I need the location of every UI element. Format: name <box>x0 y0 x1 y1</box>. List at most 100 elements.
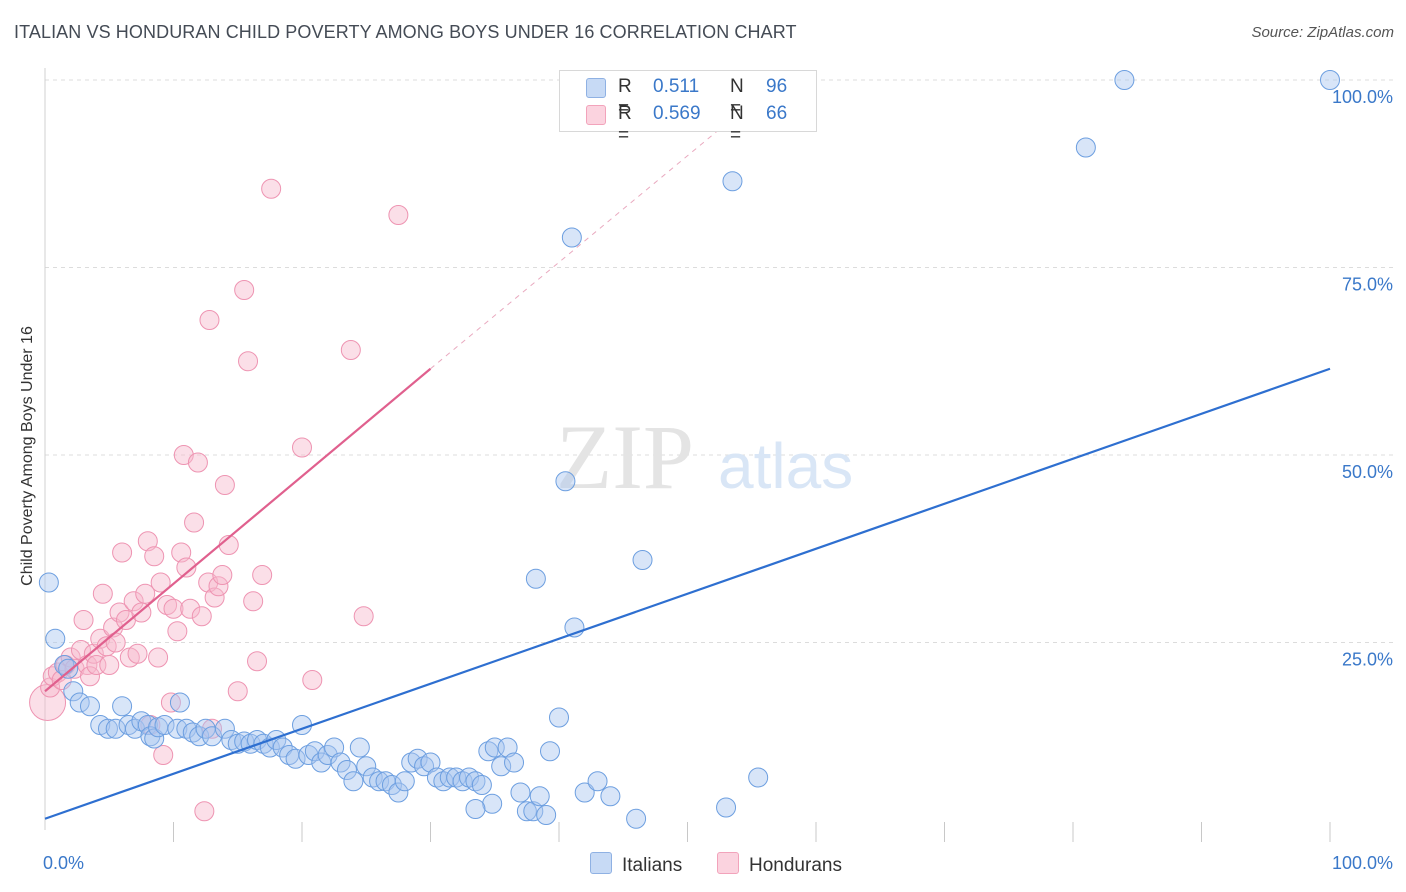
honduran-point <box>252 565 273 585</box>
honduran-point <box>243 591 264 612</box>
honduran-point <box>261 178 282 199</box>
honduran-point <box>148 647 169 668</box>
correlation-legend: R = 0.511 N = 96 R = 0.569 N = 66 <box>559 70 817 146</box>
y-tick-label: 100.0% <box>1332 87 1393 107</box>
honduran-point <box>212 565 233 585</box>
bottom-legend-label-italians: Italians <box>622 855 683 876</box>
italians-trend-line <box>44 367 1331 820</box>
italian-point <box>1320 70 1340 90</box>
italian-point <box>349 737 370 758</box>
italian-point <box>600 786 621 807</box>
chart-title: ITALIAN VS HONDURAN CHILD POVERTY AMONG … <box>14 22 797 42</box>
italian-point <box>510 782 531 803</box>
honduran-point <box>191 606 212 627</box>
legend-r-value: 0.569 <box>653 103 701 124</box>
hondurans-trend-extension <box>430 102 753 370</box>
honduran-point <box>135 583 156 604</box>
italian-point <box>112 696 133 717</box>
honduran-point <box>302 670 323 690</box>
y-tick-label: 75.0% <box>1342 275 1393 295</box>
honduran-point <box>353 606 374 627</box>
italian-point <box>356 756 377 777</box>
italian-point <box>362 767 383 788</box>
honduran-point <box>160 692 181 713</box>
honduran-point <box>105 632 126 653</box>
honduran-point <box>187 452 208 473</box>
italian-point <box>1075 137 1096 158</box>
italian-point <box>69 692 90 713</box>
honduran-point <box>167 621 188 642</box>
italian-point <box>58 658 79 679</box>
italian-point <box>555 471 576 492</box>
italian-point <box>63 681 84 702</box>
honduran-point <box>153 745 174 765</box>
honduran-point <box>99 655 120 675</box>
honduran-point <box>73 610 94 630</box>
legend-n-value: 66 <box>766 103 788 124</box>
italian-point <box>394 771 415 792</box>
honduran-point <box>150 572 171 593</box>
italian-point <box>1114 70 1135 90</box>
italian-point <box>748 767 769 788</box>
italian-point <box>214 718 235 739</box>
honduran-point <box>123 591 144 612</box>
honduran-point <box>157 595 178 615</box>
honduran-point <box>144 546 165 567</box>
italian-point <box>540 741 561 762</box>
italian-point <box>482 793 503 814</box>
watermark-atlas: atlas <box>718 430 853 502</box>
legend-n-label: N = <box>730 103 744 146</box>
italian-point <box>79 696 100 717</box>
legend-r-label: R = <box>618 103 632 146</box>
italian-point <box>45 628 66 649</box>
honduran-point <box>340 340 361 360</box>
italian-point <box>587 771 608 792</box>
honduran-point <box>247 651 268 672</box>
honduran-point <box>176 557 197 578</box>
bottom-legend-swatch-italians <box>590 852 612 874</box>
honduran-point <box>137 531 158 552</box>
source-credit: Source: ZipAtlas.com <box>1251 24 1394 41</box>
italian-point <box>324 737 345 758</box>
legend-n-label: N = <box>730 76 744 119</box>
italian-point <box>471 775 492 795</box>
italian-point <box>536 805 557 825</box>
honduran-point <box>180 598 201 619</box>
italian-point <box>144 728 165 749</box>
italian-point <box>574 782 595 803</box>
italian-point <box>722 171 743 192</box>
legend-swatch-italians <box>586 78 606 98</box>
italian-point <box>304 741 325 762</box>
honduran-point <box>388 205 409 225</box>
italian-point <box>626 808 647 829</box>
legend-swatch-hondurans <box>586 105 606 125</box>
italian-point <box>202 726 223 747</box>
italian-point <box>285 748 306 769</box>
honduran-point <box>238 351 259 372</box>
honduran-point <box>92 583 113 604</box>
italian-point <box>253 733 274 754</box>
italian-point <box>336 760 357 780</box>
italian-point <box>632 550 653 570</box>
italian-point <box>529 786 550 807</box>
bottom-legend-label-hondurans: Hondurans <box>749 855 842 876</box>
legend-r-value: 0.511 <box>653 76 700 97</box>
italian-point <box>504 752 525 773</box>
italian-point <box>167 718 188 739</box>
italian-point <box>388 782 409 803</box>
honduran-point <box>194 801 215 822</box>
bottom-legend-hondurans: Hondurans <box>717 852 842 877</box>
italian-point <box>497 737 518 758</box>
trend-lines <box>44 102 1331 820</box>
italian-point <box>561 227 582 248</box>
honduran-point <box>112 542 133 563</box>
legend-r-label: R = <box>618 76 632 119</box>
honduran-point <box>70 640 91 660</box>
legend-n-value: 96 <box>766 76 788 97</box>
x-tick-label: 100.0% <box>1332 853 1393 873</box>
y-tick-label: 25.0% <box>1342 650 1393 670</box>
honduran-point <box>199 310 220 330</box>
italian-point <box>716 797 737 818</box>
italian-point <box>343 771 364 792</box>
honduran-point <box>292 437 312 458</box>
